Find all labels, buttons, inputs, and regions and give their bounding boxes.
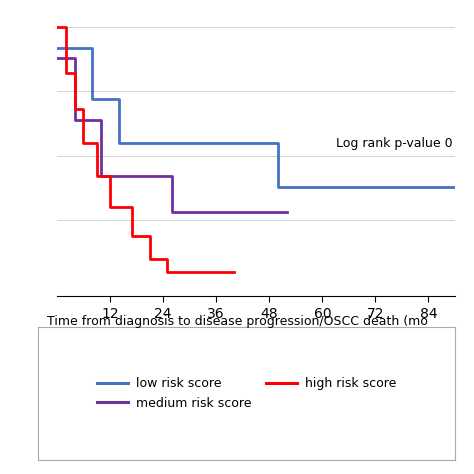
Text: Log rank p-value 0: Log rank p-value 0 xyxy=(336,137,452,150)
Legend: low risk score, medium risk score, high risk score: low risk score, medium risk score, high … xyxy=(91,371,402,416)
Text: Time from diagnosis to disease progression/OSCC death (mo: Time from diagnosis to disease progressi… xyxy=(46,315,428,328)
